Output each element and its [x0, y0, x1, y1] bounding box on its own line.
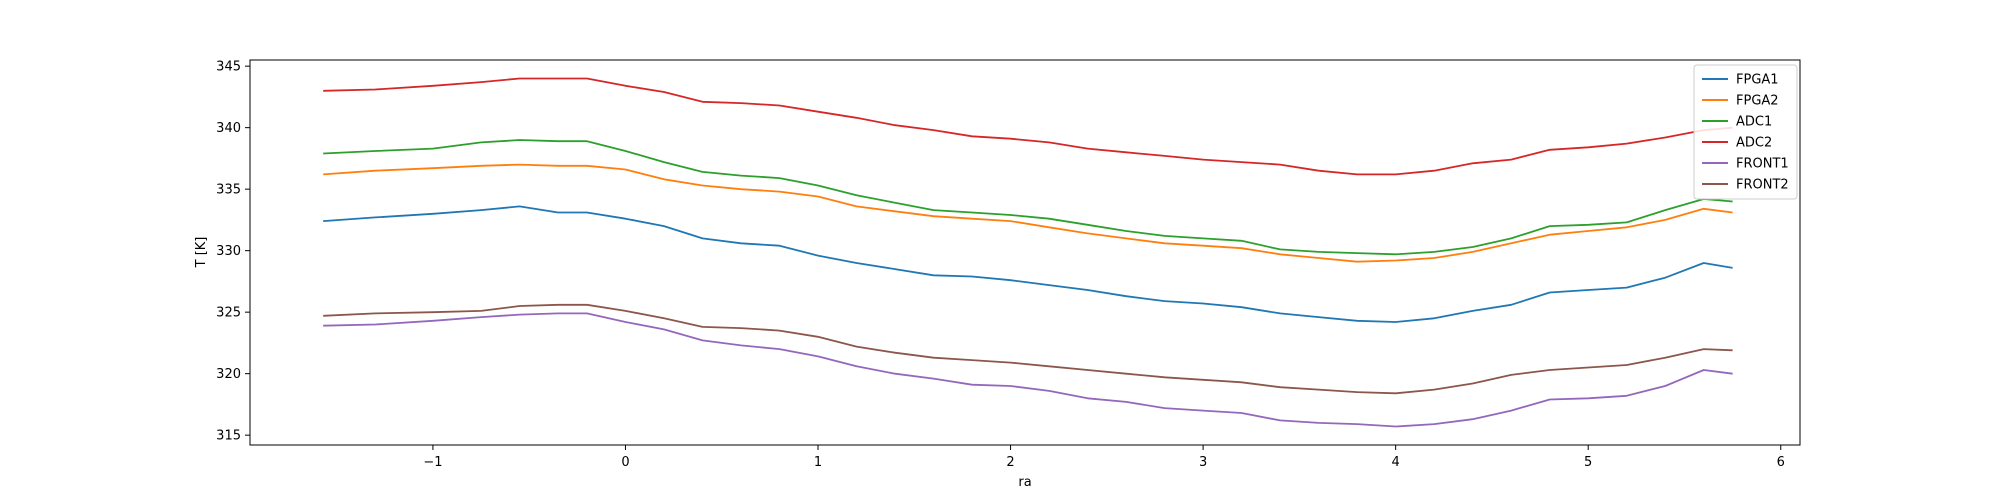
x-tick-label: 0: [621, 455, 629, 470]
legend-label-front1: FRONT1: [1736, 157, 1789, 172]
y-tick-label: 345: [216, 60, 241, 75]
y-axis-label: T [K]: [194, 237, 209, 269]
series-line-front2: [323, 303, 1733, 395]
x-tick-label: 2: [1006, 455, 1014, 470]
y-tick-label: 340: [216, 121, 241, 136]
y-tick-label: 315: [216, 429, 241, 444]
series-line-front1: [323, 312, 1733, 428]
y-tick-label: 320: [216, 367, 241, 382]
plot-frame: [249, 59, 1801, 446]
series-line-fpga1: [323, 205, 1733, 323]
x-tick-label: 5: [1584, 455, 1592, 470]
y-axis: 315 320 325 330 335 340 345: [216, 60, 250, 444]
legend-label-fpga2: FPGA2: [1736, 94, 1779, 109]
series-line-adc2: [323, 77, 1733, 176]
x-tick-label: 6: [1777, 455, 1785, 470]
legend-label-front2: FRONT2: [1736, 178, 1789, 193]
series-line-adc1: [323, 139, 1733, 256]
x-tick-label: 4: [1392, 455, 1400, 470]
series-layer: [323, 77, 1733, 428]
y-tick-label: 325: [216, 306, 241, 321]
series-line-fpga2: [323, 163, 1733, 263]
y-tick-label: 335: [216, 183, 241, 198]
x-axis: −1 0 1 2 3 4 5 6: [423, 445, 1785, 470]
y-tick-label: 330: [216, 244, 241, 259]
legend-label-adc2: ADC2: [1736, 136, 1772, 151]
legend-box: [1693, 64, 1798, 200]
x-tick-label: 3: [1199, 455, 1207, 470]
legend-label-fpga1: FPGA1: [1736, 73, 1779, 88]
legend: FPGA1 FPGA2 ADC1 ADC2 FRONT1 FRONT2: [1693, 64, 1798, 200]
legend-label-adc1: ADC1: [1736, 115, 1772, 130]
x-tick-label: −1: [423, 455, 442, 470]
x-tick-label: 1: [814, 455, 822, 470]
x-axis-label: ra: [1018, 475, 1031, 490]
